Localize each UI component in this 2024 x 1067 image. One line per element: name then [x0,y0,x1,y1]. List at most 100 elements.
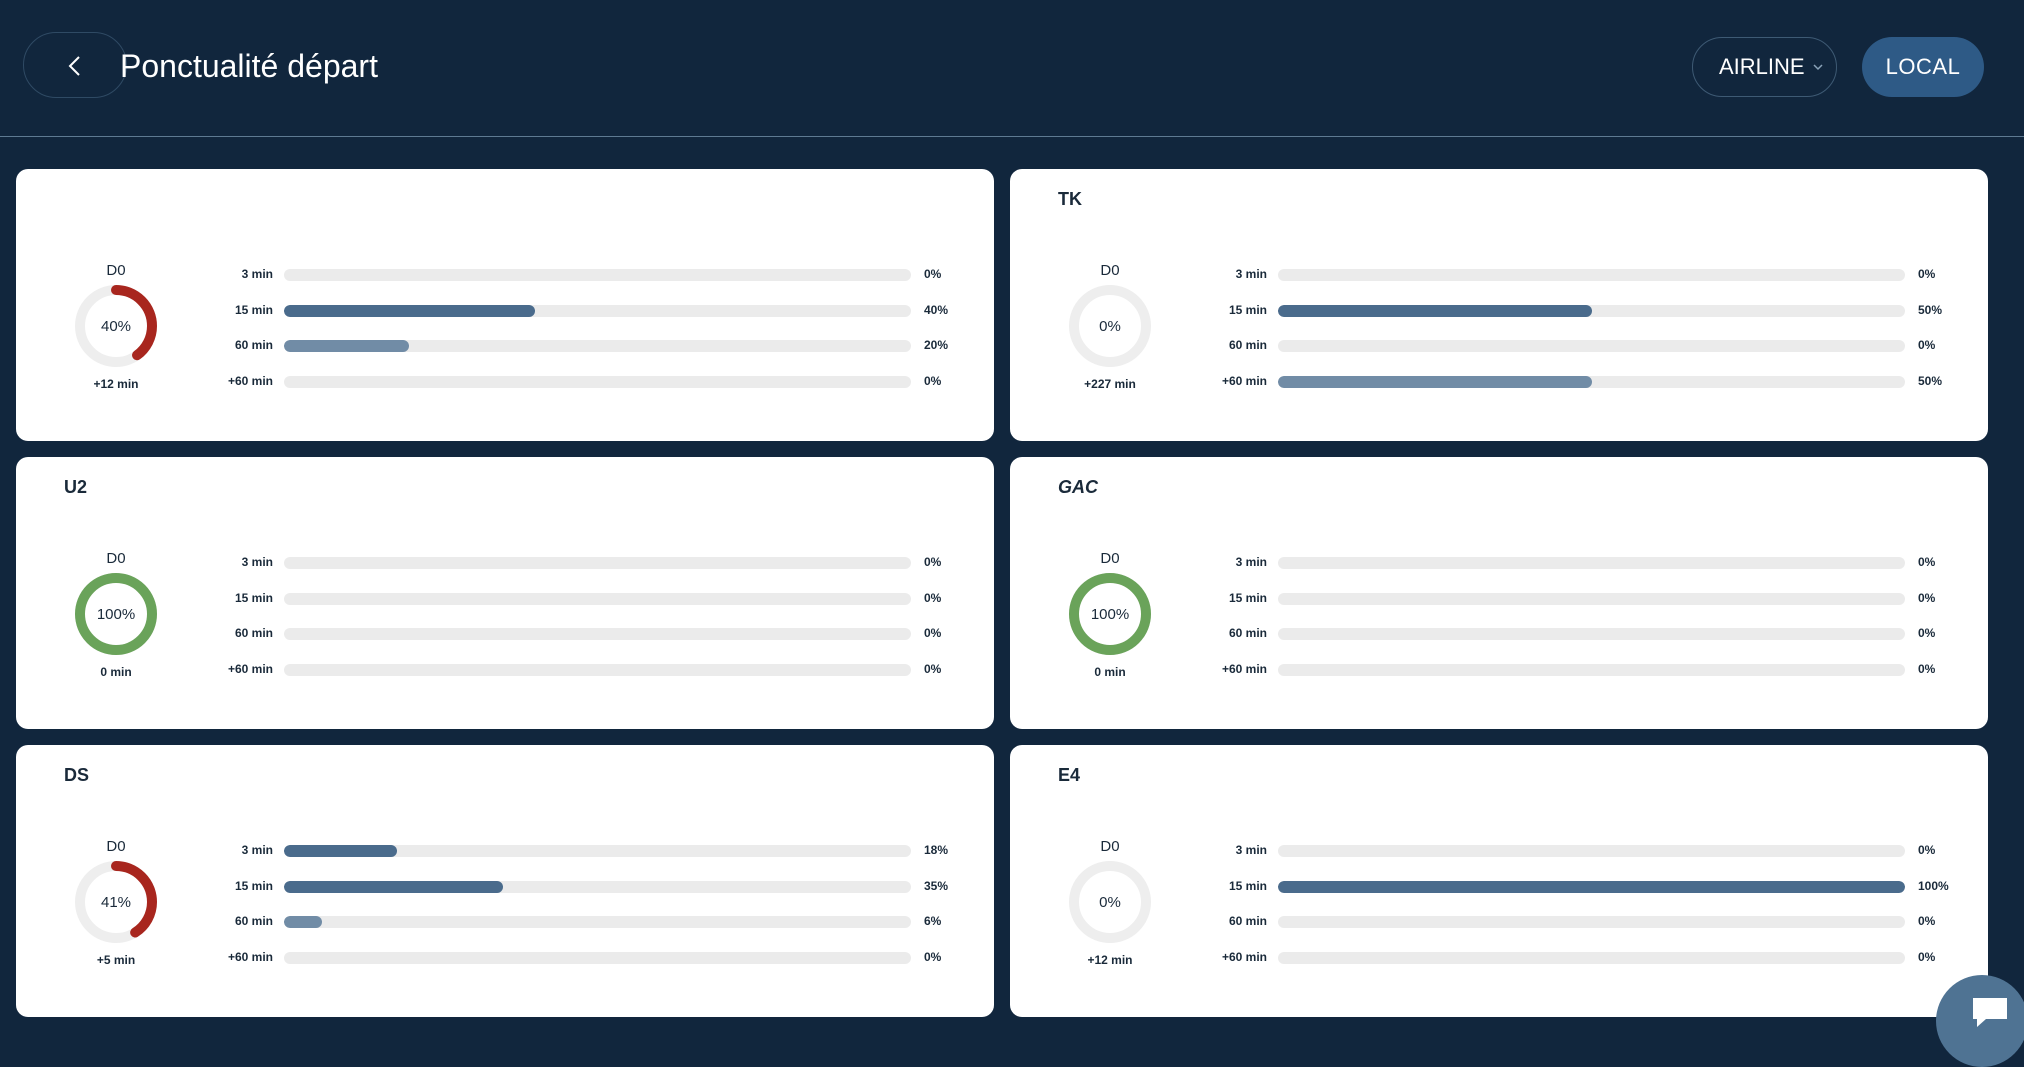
airline-card: E4 D0 0% +12 min 3 min 0% 15 min 100% 60 min 0% +6… [1010,745,1988,1017]
donut-chart: 40% [75,285,157,367]
progress-fill [1278,305,1592,317]
delay-label: 3 min [1235,267,1267,281]
delay-percent: 0% [924,555,942,569]
punctuality-donut: D0 0% +227 min [1065,261,1155,391]
delay-label: 15 min [1228,303,1267,317]
day-label: D0 [106,262,126,279]
donut-arc [1069,573,1151,655]
delay-percent: 6% [924,914,942,928]
card-title: GAC [1058,477,1098,497]
donut-arc [75,573,157,655]
delay-label: 3 min [241,555,273,569]
delay-row: +60 min 0% [1150,659,1950,679]
delay-percent: 0% [1918,267,1936,281]
delay-percent: 0% [924,662,942,676]
delay-row: 3 min 0% [1150,552,1950,572]
progress-track [1278,269,1905,281]
day-label: D0 [1100,262,1120,279]
average-delay: 0 min [100,665,132,679]
punctuality-donut: D0 100% 0 min [1065,549,1155,679]
punctuality-donut: D0 100% 0 min [71,549,161,679]
progress-fill [1278,881,1905,893]
airline-select-label: AIRLINE [1719,54,1805,79]
delay-row: 3 min 0% [1150,264,1950,284]
delay-percent: 40% [924,303,949,317]
page-title: Ponctualité départ [120,48,378,84]
delay-row: 60 min 6% [156,911,956,931]
card-title: TK [1058,189,1082,209]
delay-row: +60 min 50% [1150,371,1950,391]
average-delay: +5 min [96,953,136,967]
delay-row: 15 min 100% [1150,876,1950,896]
delay-label: 60 min [234,626,273,640]
delay-row: 15 min 0% [1150,588,1950,608]
donut-chart: 0% [1069,285,1151,367]
delay-percent: 0% [924,591,942,605]
delay-percent: 0% [1918,338,1936,352]
delay-percent: 0% [1918,555,1936,569]
progress-fill [1278,376,1592,388]
back-button[interactable] [23,32,127,98]
airline-select[interactable]: AIRLINE [1692,37,1837,97]
delay-label: +60 min [1221,950,1267,964]
donut-chart: 100% [75,573,157,655]
delay-row: 60 min 0% [1150,911,1950,931]
progress-fill [284,881,504,893]
average-delay: +227 min [1084,377,1136,391]
airline-card: U2 D0 100% 0 min 3 min 0% 15 min 0% 60 min 0% +60 … [16,457,994,729]
progress-track [284,340,911,352]
delay-row: 15 min 0% [156,588,956,608]
delay-row: 15 min 40% [156,300,956,320]
day-label: D0 [106,550,126,567]
delay-label: 60 min [234,914,273,928]
delay-label: 60 min [1228,914,1267,928]
airline-card: TK D0 0% +227 min 3 min 0% 15 min 50% 60 min 0% +6… [1010,169,1988,441]
progress-track [1278,376,1905,388]
delay-percent: 35% [924,879,949,893]
day-label: D0 [1100,550,1120,567]
donut-percent: 100% [1091,606,1129,623]
donut-track [1069,861,1151,943]
airline-card: GAC D0 100% 0 min 3 min 0% 15 min 0% 60 min 0% +60… [1010,457,1988,729]
delay-label: 3 min [1235,843,1267,857]
day-label: D0 [106,838,126,855]
chat-icon [1973,998,2007,1027]
donut-chart: 41% [75,861,157,943]
delay-percent: 0% [924,950,942,964]
chat-button[interactable] [1936,975,2024,1067]
delay-percent: 50% [1918,303,1943,317]
delay-label: 15 min [234,303,273,317]
header: Ponctualité départ AIRLINE LOCAL [0,0,2024,137]
donut-percent: 40% [101,318,131,335]
progress-track [1278,593,1905,605]
chevron-left-icon [68,56,80,76]
delay-percent: 0% [924,626,942,640]
punctuality-donut: D0 41% +5 min [71,837,161,967]
delay-percent: 18% [924,843,949,857]
delay-label: 60 min [1228,626,1267,640]
donut-arc [75,285,157,367]
local-button[interactable]: LOCAL [1862,37,1984,97]
delay-row: 3 min 0% [156,264,956,284]
average-delay: 0 min [1094,665,1126,679]
delay-label: 3 min [241,843,273,857]
progress-track [1278,952,1905,964]
delay-label: +60 min [1221,374,1267,388]
delay-percent: 0% [924,267,942,281]
delay-row: +60 min 0% [156,371,956,391]
delay-percent: 100% [1918,879,1949,893]
delay-row: +60 min 0% [156,659,956,679]
progress-track [284,269,911,281]
delay-percent: 0% [1918,662,1936,676]
donut-chart: 100% [1069,573,1151,655]
delay-label: +60 min [227,374,273,388]
delay-label: +60 min [227,662,273,676]
progress-track [284,305,911,317]
progress-track [1278,557,1905,569]
delay-row: 60 min 0% [1150,335,1950,355]
progress-track [284,376,911,388]
airline-card: D0 40% +12 min 3 min 0% 15 min 40% 60 min 20% +60… [16,169,994,441]
delay-row: 60 min 0% [156,623,956,643]
delay-row: 15 min 50% [1150,300,1950,320]
punctuality-donut: D0 40% +12 min [71,261,161,391]
